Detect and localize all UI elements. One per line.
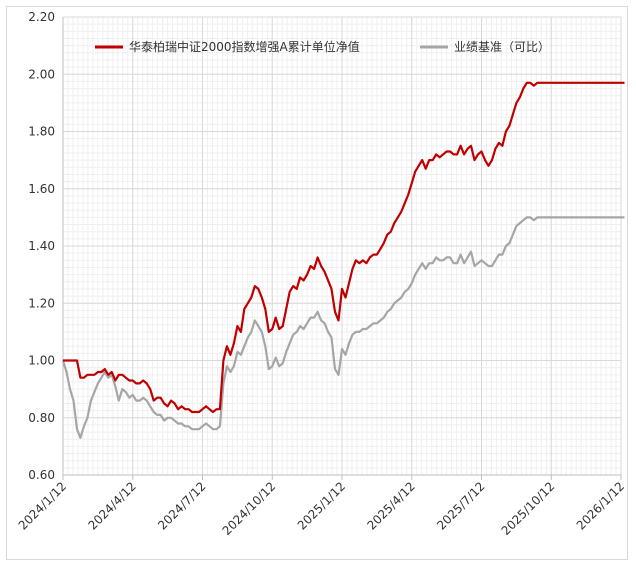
y-tick-label: 0.60 [28, 468, 55, 482]
y-tick-label: 1.60 [28, 182, 55, 196]
chart-frame [6, 6, 628, 560]
y-tick-label: 1.20 [28, 296, 55, 310]
y-tick-label: 2.20 [28, 10, 55, 24]
x-tick-label: 2024/10/12 [220, 479, 279, 538]
x-tick-label: 2024/7/12 [155, 479, 208, 532]
y-tick-label: 1.80 [28, 125, 55, 139]
x-tick-label: 2025/10/12 [499, 479, 558, 538]
legend-label: 业绩基准（可比） [454, 40, 550, 54]
x-tick-label: 2025/7/12 [434, 479, 487, 532]
legend-label: 华泰柏瑞中证2000指数增强A累计单位净值 [129, 39, 360, 54]
y-tick-label: 1.00 [28, 354, 55, 368]
x-tick-label: 2025/1/12 [295, 479, 348, 532]
x-tick-label: 2026/1/12 [574, 479, 627, 532]
x-tick-label: 2024/1/12 [16, 479, 69, 532]
y-tick-label: 0.80 [28, 411, 55, 425]
x-tick-label: 2025/4/12 [364, 479, 417, 532]
series-line-benchmark [61, 216, 625, 439]
x-tick-label: 2024/4/12 [85, 479, 138, 532]
y-tick-label: 2.00 [28, 67, 55, 81]
series-line-fund-nav [63, 81, 625, 414]
y-tick-label: 1.40 [28, 239, 55, 253]
